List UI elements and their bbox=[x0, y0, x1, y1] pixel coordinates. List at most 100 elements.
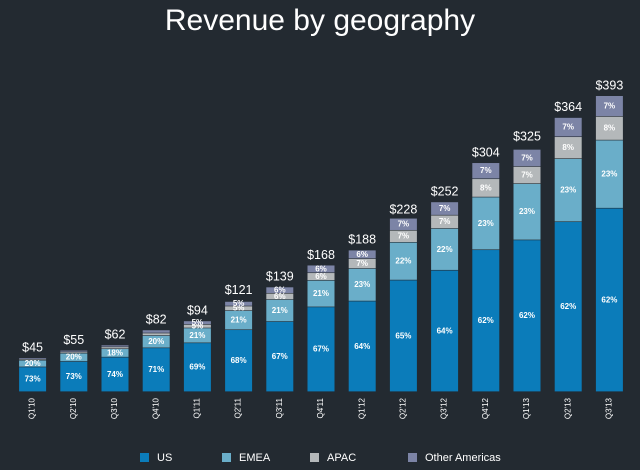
x-tick-label: Q3'10 bbox=[110, 397, 119, 419]
bar-segment bbox=[513, 240, 541, 392]
segment-label: 67% bbox=[272, 352, 288, 361]
segment-label: 18% bbox=[107, 348, 123, 357]
segment-label: 7% bbox=[398, 220, 410, 229]
x-tick-label: Q1'10 bbox=[28, 397, 37, 419]
total-label: $304 bbox=[472, 145, 500, 159]
x-tick-label: Q4'10 bbox=[151, 397, 160, 419]
segment-label: 5% bbox=[192, 322, 204, 331]
segment-label: 73% bbox=[25, 375, 41, 384]
x-tick-label: Q1'12 bbox=[357, 397, 366, 419]
legend-label: Other Americas bbox=[425, 452, 501, 464]
segment-label: 7% bbox=[398, 232, 410, 241]
bar-segment bbox=[595, 140, 623, 208]
legend-swatch bbox=[140, 453, 149, 462]
total-label: $94 bbox=[187, 303, 208, 317]
bar-segment bbox=[513, 149, 541, 167]
segment-label: 64% bbox=[437, 326, 453, 335]
bar-segment bbox=[472, 179, 500, 197]
segment-label: 71% bbox=[148, 365, 164, 374]
total-label: $139 bbox=[266, 270, 294, 284]
bar-segment bbox=[389, 218, 417, 230]
segment-label: 7% bbox=[521, 170, 533, 179]
segment-label: 73% bbox=[66, 372, 82, 381]
bar-segment bbox=[472, 250, 500, 392]
x-tick-label: Q4'12 bbox=[481, 397, 490, 419]
bar-segment bbox=[348, 301, 376, 392]
bar-segment bbox=[266, 287, 294, 293]
bar-segment bbox=[554, 137, 582, 159]
bar-segment bbox=[142, 335, 170, 348]
total-label: $55 bbox=[63, 333, 84, 347]
bar-segment bbox=[101, 357, 129, 392]
segment-label: 74% bbox=[107, 370, 123, 379]
legend-label: APAC bbox=[327, 452, 356, 464]
bar-segment bbox=[142, 330, 170, 333]
x-tick-label: Q2'13 bbox=[563, 397, 572, 419]
segment-label: 62% bbox=[601, 295, 617, 304]
segment-label: 20% bbox=[25, 359, 41, 368]
segment-label: 23% bbox=[478, 219, 494, 228]
segment-label: 21% bbox=[272, 306, 288, 315]
bar-segment bbox=[431, 215, 459, 229]
total-label: $228 bbox=[389, 203, 417, 217]
bar-segment bbox=[60, 352, 88, 353]
segment-label: 7% bbox=[356, 259, 368, 268]
segment-label: 7% bbox=[521, 153, 533, 162]
legend-swatch bbox=[408, 453, 417, 462]
segment-label: 8% bbox=[480, 183, 492, 192]
bar-segment bbox=[101, 349, 129, 357]
total-label: $121 bbox=[225, 283, 253, 297]
x-tick-label: Q1'11 bbox=[193, 397, 202, 418]
bar-segment bbox=[554, 158, 582, 222]
segment-label: 7% bbox=[480, 166, 492, 175]
segment-label: 65% bbox=[395, 331, 411, 340]
bar-segment bbox=[19, 367, 47, 392]
segment-label: 67% bbox=[313, 345, 329, 354]
segment-label: 6% bbox=[274, 292, 286, 301]
bar-segment bbox=[183, 321, 211, 325]
total-label: $364 bbox=[554, 100, 582, 114]
segment-label: 6% bbox=[315, 264, 327, 273]
bar-segment bbox=[595, 116, 623, 140]
segment-label: 8% bbox=[562, 143, 574, 152]
segment-label: 23% bbox=[560, 186, 576, 195]
segment-label: 20% bbox=[66, 353, 82, 362]
bar-segment bbox=[431, 202, 459, 215]
bar-segment bbox=[225, 330, 253, 392]
total-label: $82 bbox=[146, 313, 167, 327]
x-tick-label: Q3'12 bbox=[440, 397, 449, 419]
x-tick-label: Q2'10 bbox=[69, 397, 78, 419]
bar-segment bbox=[472, 197, 500, 250]
segment-label: 5% bbox=[233, 299, 245, 308]
bar-segment bbox=[554, 117, 582, 137]
bar-segment bbox=[266, 321, 294, 392]
bar-segment bbox=[554, 222, 582, 392]
segment-label: 6% bbox=[315, 272, 327, 281]
x-tick-label: Q2'12 bbox=[399, 397, 408, 419]
segment-label: 6% bbox=[274, 286, 286, 295]
bar-segment bbox=[431, 270, 459, 392]
bar-segment bbox=[389, 242, 417, 280]
bar-segment bbox=[19, 358, 47, 359]
segment-label: 5% bbox=[233, 304, 245, 313]
x-tick-label: Q3'11 bbox=[275, 397, 284, 418]
x-tick-label: Q3'13 bbox=[605, 397, 614, 419]
bar-segment bbox=[472, 163, 500, 179]
segment-label: 7% bbox=[439, 217, 451, 226]
legend-swatch bbox=[310, 453, 319, 462]
bar-segment bbox=[101, 345, 129, 347]
bar-segment bbox=[389, 230, 417, 242]
x-tick-label: Q4'11 bbox=[316, 397, 325, 418]
bar-segment bbox=[513, 183, 541, 240]
bar-segment bbox=[595, 96, 623, 117]
bar-segment bbox=[101, 347, 129, 349]
segment-label: 23% bbox=[601, 170, 617, 179]
x-tick-label: Q2'11 bbox=[234, 397, 243, 418]
bar-segment bbox=[307, 307, 335, 392]
total-label: $168 bbox=[307, 248, 335, 262]
legend-swatch bbox=[222, 453, 231, 462]
segment-label: 8% bbox=[604, 124, 616, 133]
total-label: $45 bbox=[22, 340, 43, 354]
bar-segment bbox=[142, 348, 170, 392]
